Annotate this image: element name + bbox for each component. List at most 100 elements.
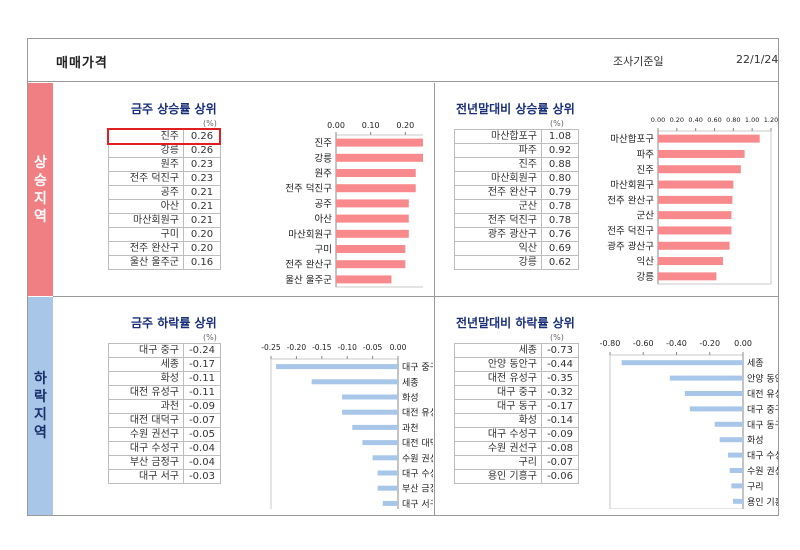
bar — [729, 468, 743, 473]
category-label: 수원 권선구 — [747, 465, 778, 477]
ytd-fall-table: 세종 -0.73 안양 동안구 -0.44 대전 유성구 -0.35 대구 중구 -0.32 대… — [454, 343, 579, 484]
rate-value-cell: 0.23 — [183, 157, 221, 172]
table-row: 구리 -0.07 — [454, 455, 579, 470]
bar — [336, 214, 409, 223]
region-name-cell: 화성 — [454, 413, 542, 428]
region-name-cell: 전주 완산구 — [108, 241, 184, 256]
region-name-cell: 수원 권선구 — [108, 427, 184, 442]
category-label: 진주 — [637, 165, 655, 176]
bar — [658, 165, 741, 174]
falling-region-label: 하락지역 — [34, 371, 47, 441]
bar — [336, 229, 409, 238]
rate-value-cell: -0.11 — [183, 371, 221, 386]
bar — [658, 149, 745, 158]
table-row: 대구 서구 -0.03 — [108, 469, 221, 484]
category-label: 용인 기흥구 — [747, 496, 778, 508]
bar — [684, 391, 743, 396]
category-label: 공주 — [315, 199, 333, 210]
bar — [731, 483, 743, 489]
survey-date: 22/1/24 — [736, 53, 779, 66]
table-row: 진주 0.88 — [454, 157, 579, 172]
bar — [336, 184, 416, 193]
category-label: 구리 — [747, 481, 764, 492]
rate-value-cell: -0.04 — [183, 455, 221, 470]
rate-value-cell: -0.14 — [541, 413, 579, 428]
bar — [336, 275, 392, 284]
region-name-cell: 화성 — [108, 371, 184, 386]
category-label: 마산회원구 — [288, 229, 332, 240]
category-label: 대구 중구 — [402, 362, 433, 373]
bar — [689, 406, 743, 412]
bar — [669, 375, 743, 381]
x-tick-label: 0.00 — [651, 116, 665, 124]
weekly-fall-unit: (%) — [203, 333, 217, 342]
rising-region-band: 상승지역 — [28, 83, 53, 296]
bar — [621, 360, 743, 366]
bar — [336, 199, 409, 208]
region-name-cell: 용인 기흥구 — [454, 469, 542, 484]
region-name-cell: 마산회원구 — [108, 213, 184, 228]
rate-value-cell: -0.44 — [541, 357, 579, 372]
table-row: 대구 중구 -0.24 — [108, 343, 221, 358]
falling-region-band: 하락지역 — [28, 297, 53, 515]
category-label: 전주 완산구 — [285, 260, 332, 271]
rate-value-cell: 0.26 — [183, 143, 221, 158]
table-row: 부산 금정구 -0.04 — [108, 455, 221, 470]
table-row: 구미 0.20 — [108, 227, 221, 242]
region-name-cell: 대전 유성구 — [108, 385, 184, 400]
ytd-rise-table: 마산합포구 1.08 파주 0.92 진주 0.88 마산회원구 0.80 전주 완산구 0.79… — [454, 129, 579, 270]
category-label: 군산 — [637, 211, 655, 222]
table-row: 전주 완산구 0.79 — [454, 185, 579, 200]
region-name-cell: 과천 — [108, 399, 184, 414]
bar — [733, 498, 743, 504]
region-name-cell: 수원 권선구 — [454, 441, 542, 456]
table-row: 군산 0.78 — [454, 199, 579, 214]
table-row: 아산 0.21 — [108, 199, 221, 214]
rate-value-cell: 0.23 — [183, 171, 221, 186]
category-label: 울산 울주군 — [285, 275, 332, 286]
region-name-cell: 세종 — [454, 343, 542, 358]
category-label: 세종 — [402, 377, 419, 388]
bar — [336, 153, 423, 162]
category-label: 수원 권선구 — [402, 452, 433, 464]
bar — [658, 195, 733, 204]
region-name-cell: 대구 수성구 — [454, 427, 542, 442]
x-tick-label: 1.00 — [745, 116, 759, 124]
table-row: 과천 -0.09 — [108, 399, 221, 414]
category-label: 대구 서구 — [402, 499, 433, 509]
table-row: 대구 수성구 -0.04 — [108, 441, 221, 456]
table-row: 전주 덕진구 0.78 — [454, 213, 579, 228]
x-tick-label: 0.00 — [327, 121, 345, 130]
bar — [714, 421, 743, 427]
region-name-cell: 강릉 — [454, 255, 542, 270]
table-row: 익산 0.69 — [454, 241, 579, 256]
rate-value-cell: -0.17 — [541, 399, 579, 414]
category-label: 대전 유성구 — [402, 408, 433, 419]
rate-value-cell: 0.21 — [183, 213, 221, 228]
x-tick-label: 0.20 — [396, 121, 414, 130]
rate-value-cell: -0.04 — [183, 441, 221, 456]
weekly-rise-title: 금주 상승률 상위 — [131, 102, 217, 116]
ytd-rise-title: 전년말대비 상승률 상위 — [456, 102, 575, 116]
region-name-cell: 전주 덕진구 — [108, 171, 184, 186]
region-name-cell: 파주 — [454, 143, 542, 158]
bar — [372, 455, 398, 461]
category-label: 대구 중구 — [747, 404, 778, 415]
ytd-fall-title: 전년말대비 하락률 상위 — [456, 316, 575, 330]
weekly-fall-title: 금주 하락률 상위 — [131, 316, 217, 330]
region-name-cell: 대구 동구 — [454, 399, 542, 414]
category-label: 진주 — [315, 138, 333, 149]
region-name-cell: 대전 유성구 — [454, 371, 542, 386]
category-label: 세종 — [747, 358, 764, 369]
weekly-rise-chart: 0.000.100.200.30진주강릉원주전주 덕진구공주아산마산회원구구미전… — [285, 121, 423, 288]
table-row: 강릉 0.26 — [108, 143, 221, 158]
region-name-cell: 구리 — [454, 455, 542, 470]
rate-value-cell: 0.21 — [183, 185, 221, 200]
table-row: 세종 -0.17 — [108, 357, 221, 372]
x-tick-label: 0.00 — [734, 339, 752, 348]
table-row: 대전 대덕구 -0.07 — [108, 413, 221, 428]
category-label: 화성 — [747, 435, 764, 446]
table-row: 전주 덕진구 0.23 — [108, 171, 221, 186]
category-label: 대구 동구 — [747, 420, 778, 431]
region-name-cell: 전주 덕진구 — [454, 213, 542, 228]
